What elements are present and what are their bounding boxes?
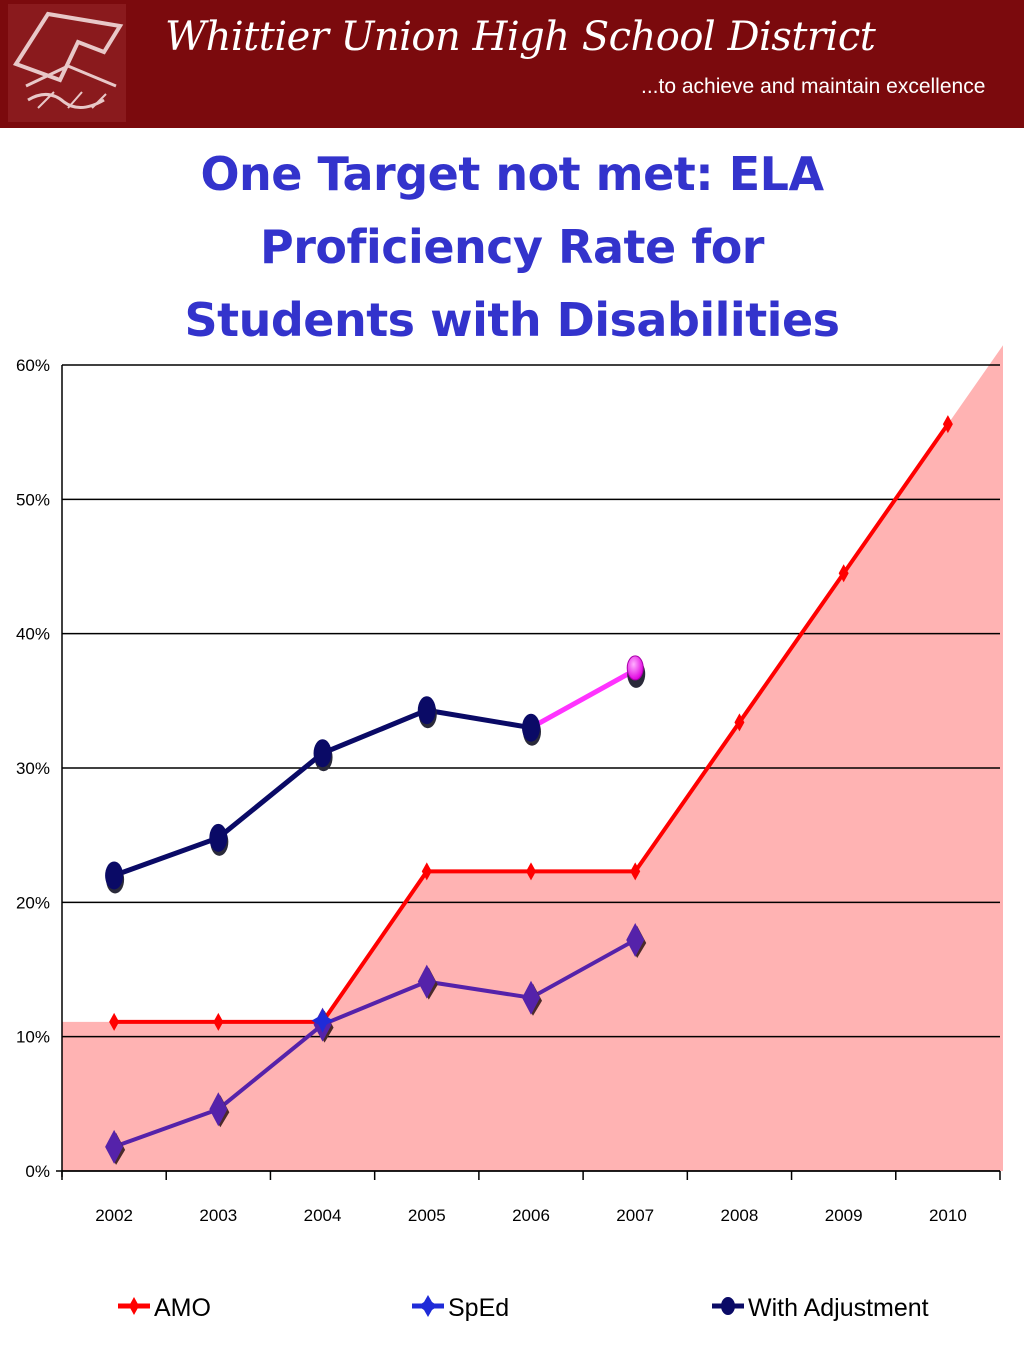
title-line-3: Students with Disabilities — [184, 293, 840, 347]
with-adjustment-line — [113, 707, 532, 878]
district-name: Whittier Union High School District — [165, 14, 876, 60]
x-tick-label: 2008 — [721, 1206, 759, 1225]
x-tick-label: 2006 — [512, 1206, 550, 1225]
amo-marker — [421, 862, 432, 881]
amo-marker — [942, 415, 953, 434]
sped-star-marker — [311, 1008, 334, 1033]
x-tick-label: 2009 — [825, 1206, 863, 1225]
x-tick-label: 2005 — [408, 1206, 446, 1225]
sped-marker — [209, 1092, 228, 1127]
legend-item-sped: SpEd — [412, 1294, 509, 1322]
y-tick-label: 0% — [25, 1162, 50, 1181]
projection-marker — [626, 655, 644, 681]
amo-marker — [838, 564, 849, 583]
legend-marker — [129, 1297, 139, 1315]
amo-area — [62, 345, 1003, 1171]
title-line-2: Proficiency Rate for — [260, 220, 765, 274]
chart: 0% 10% 20% 30% 40% 50% 60% 2002 2003 2004 2005 2006… — [16, 345, 1003, 1322]
legend-item-amo: AMO — [118, 1294, 211, 1322]
district-tagline: ...to achieve and maintain excellence — [641, 75, 986, 98]
title-line-1: One Target not met: ELA — [200, 147, 824, 201]
sped-marker — [417, 964, 436, 999]
district-seal-icon — [8, 4, 126, 122]
projection-line — [529, 667, 637, 730]
sped-line — [113, 938, 637, 1149]
slide-title: One Target not met: ELA Proficiency Rate… — [0, 138, 1024, 357]
with-adjustment-marker — [522, 713, 540, 742]
y-tick-label: 10% — [16, 1028, 50, 1047]
x-tick-label: 2004 — [304, 1206, 342, 1225]
amo-marker — [213, 1012, 224, 1031]
with-adjustment-marker — [105, 861, 124, 890]
header-banner: Whittier Union High School District ...t… — [0, 0, 1024, 128]
legend-label: AMO — [154, 1294, 211, 1322]
x-tick-label: 2007 — [616, 1206, 654, 1225]
amo-marker — [734, 713, 745, 732]
amo-marker — [109, 1012, 120, 1031]
y-tick-label: 30% — [16, 759, 50, 778]
y-tick-label: 50% — [16, 490, 50, 509]
legend-marker — [418, 1295, 438, 1317]
legend-label: SpEd — [448, 1294, 509, 1322]
sped-marker — [626, 922, 645, 957]
y-tick-label: 60% — [16, 356, 50, 375]
with-adjustment-marker — [417, 696, 436, 725]
with-adjustment-marker — [313, 739, 332, 768]
y-tick-label: 40% — [16, 625, 50, 644]
legend-label: With Adjustment — [748, 1294, 929, 1322]
sped-marker — [105, 1129, 124, 1164]
x-tick-label: 2002 — [95, 1206, 133, 1225]
legend-item-with-adjustment: With Adjustment — [712, 1294, 929, 1322]
with-adjustment-marker — [209, 823, 228, 852]
legend-marker — [721, 1297, 735, 1315]
x-tick-label: 2003 — [199, 1206, 237, 1225]
sped-marker — [522, 980, 540, 1015]
amo-marker — [526, 862, 536, 881]
x-tick-label: 2010 — [929, 1206, 967, 1225]
amo-marker — [630, 862, 641, 881]
y-tick-label: 20% — [16, 893, 50, 912]
